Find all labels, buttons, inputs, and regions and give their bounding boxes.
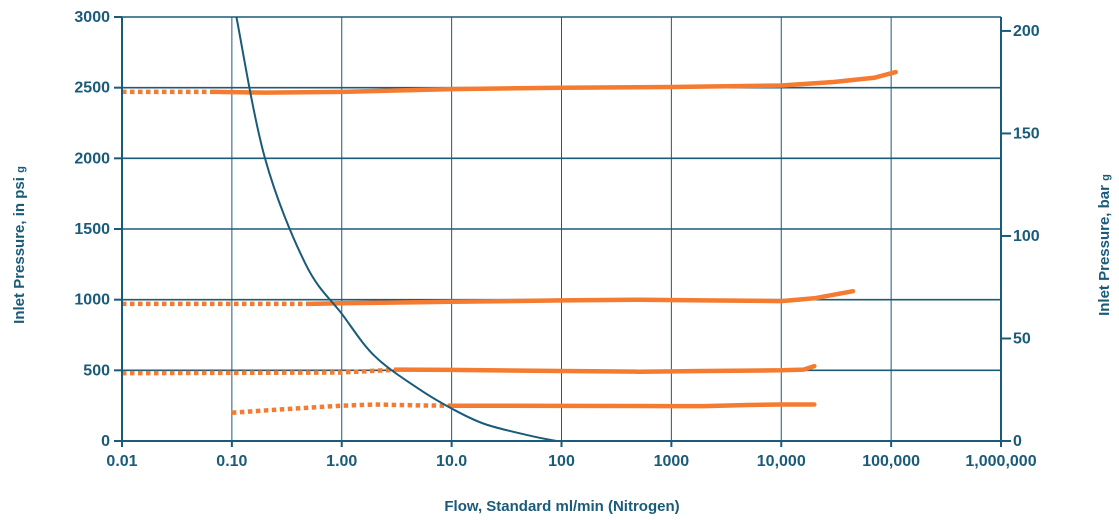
x-tick-label: 10,000 — [757, 453, 806, 470]
y2-tick-label: 150 — [1013, 125, 1040, 142]
y2-tick-label: 50 — [1013, 330, 1031, 347]
x-tick-label: 1,000,000 — [965, 453, 1036, 470]
series-4-dotted — [231, 402, 452, 415]
x-tick-label: 10.0 — [436, 453, 467, 470]
y-tick-label: 3000 — [74, 9, 110, 26]
y-tick-label: 0 — [101, 433, 110, 450]
series-3-dotted — [121, 367, 398, 376]
tick-labels: 0 500 1000 1500 2000 2500 3000 0 50 100 150 200 0.01… — [74, 9, 1039, 470]
y-axis-title: Inlet Pressure, in psi g — [11, 166, 28, 324]
limit-curve — [235, 16, 557, 441]
x-tick-label: 1.00 — [326, 453, 357, 470]
x-tick-label: 100,000 — [862, 453, 920, 470]
x-axis-title: Flow, Standard ml/min (Nitrogen) — [444, 498, 679, 515]
x-tick-label: 100 — [548, 453, 575, 470]
series-1-solid — [212, 69, 898, 95]
y-tick-label: 2500 — [74, 80, 110, 97]
y2-tick-label: 200 — [1013, 23, 1040, 40]
y-axis-title-sub: g — [15, 166, 27, 173]
series-3-solid — [395, 363, 817, 374]
y-axis-title-main: Inlet Pressure, in psi — [11, 177, 28, 324]
x-tick-label: 1000 — [654, 453, 690, 470]
y2-axis-title: Inlet Pressure, bar g — [1096, 174, 1113, 316]
series-2-solid — [306, 288, 856, 307]
y-tick-label: 2000 — [74, 150, 110, 167]
x-tick-label: 0.01 — [106, 453, 137, 470]
y2-tick-label: 100 — [1013, 228, 1040, 245]
y-tick-label: 1000 — [74, 292, 110, 309]
axes — [114, 16, 1011, 447]
y2-tick-label: 0 — [1013, 433, 1022, 450]
y2-axis-title-sub: g — [1100, 174, 1112, 181]
y2-axis-title-main: Inlet Pressure, bar — [1096, 185, 1113, 316]
series-4-solid — [449, 402, 817, 409]
y-tick-label: 1500 — [74, 221, 110, 238]
x-tick-label: 0.10 — [216, 453, 247, 470]
y-tick-label: 500 — [83, 362, 110, 379]
series-group — [121, 16, 898, 441]
